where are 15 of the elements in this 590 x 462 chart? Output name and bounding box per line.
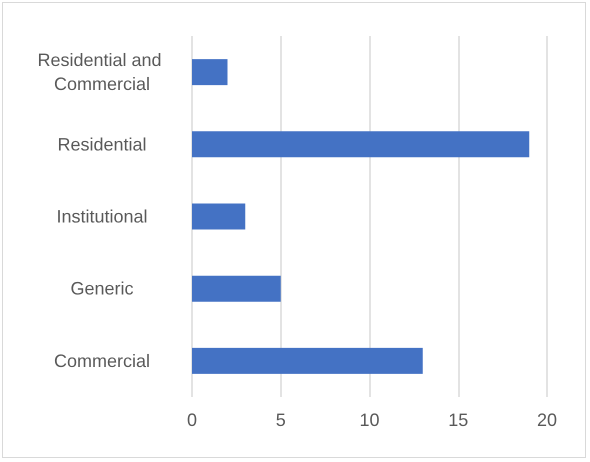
bar xyxy=(192,131,530,158)
x-tick-label: 10 xyxy=(359,410,380,430)
bar xyxy=(192,59,228,86)
bar xyxy=(192,348,423,374)
x-tick-label: 15 xyxy=(448,410,468,430)
bar xyxy=(192,276,281,302)
x-tick-label: 0 xyxy=(186,410,198,430)
bar xyxy=(192,204,246,230)
x-tick-label: 5 xyxy=(276,410,286,430)
y-tick-label: Residential and Commercial xyxy=(37,50,167,94)
x-tick-label: 20 xyxy=(536,410,558,430)
y-tick-label: Commercial xyxy=(54,350,150,371)
y-tick-label: Institutional xyxy=(56,206,148,226)
y-tick-label: Generic xyxy=(70,278,134,299)
y-tick-label: Residential xyxy=(57,134,147,154)
